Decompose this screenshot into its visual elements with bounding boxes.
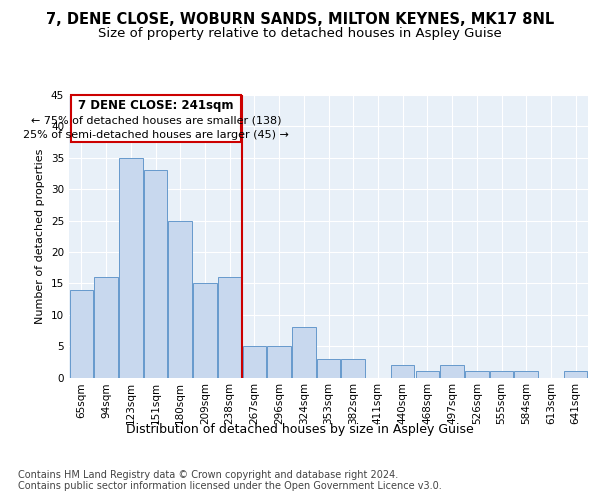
Text: Contains public sector information licensed under the Open Government Licence v3: Contains public sector information licen… <box>18 481 442 491</box>
Text: Size of property relative to detached houses in Aspley Guise: Size of property relative to detached ho… <box>98 28 502 40</box>
Text: 25% of semi-detached houses are larger (45) →: 25% of semi-detached houses are larger (… <box>23 130 289 140</box>
Bar <box>440 365 464 378</box>
Bar <box>193 284 217 378</box>
Bar <box>341 358 365 378</box>
Bar <box>391 365 415 378</box>
Bar <box>144 170 167 378</box>
Text: 7 DENE CLOSE: 241sqm: 7 DENE CLOSE: 241sqm <box>79 99 234 112</box>
Text: ← 75% of detached houses are smaller (138): ← 75% of detached houses are smaller (13… <box>31 115 281 125</box>
Bar <box>119 158 143 378</box>
Bar <box>268 346 291 378</box>
Text: Contains HM Land Registry data © Crown copyright and database right 2024.: Contains HM Land Registry data © Crown c… <box>18 470 398 480</box>
Bar <box>169 220 192 378</box>
Bar <box>218 277 241 378</box>
Bar <box>564 371 587 378</box>
Bar <box>317 358 340 378</box>
Bar <box>94 277 118 378</box>
Bar <box>70 290 93 378</box>
Bar <box>465 371 488 378</box>
Bar <box>416 371 439 378</box>
Bar <box>242 346 266 378</box>
Y-axis label: Number of detached properties: Number of detached properties <box>35 148 46 324</box>
Text: 7, DENE CLOSE, WOBURN SANDS, MILTON KEYNES, MK17 8NL: 7, DENE CLOSE, WOBURN SANDS, MILTON KEYN… <box>46 12 554 28</box>
Bar <box>292 328 316 378</box>
Bar <box>490 371 513 378</box>
Text: Distribution of detached houses by size in Aspley Guise: Distribution of detached houses by size … <box>126 422 474 436</box>
Bar <box>514 371 538 378</box>
